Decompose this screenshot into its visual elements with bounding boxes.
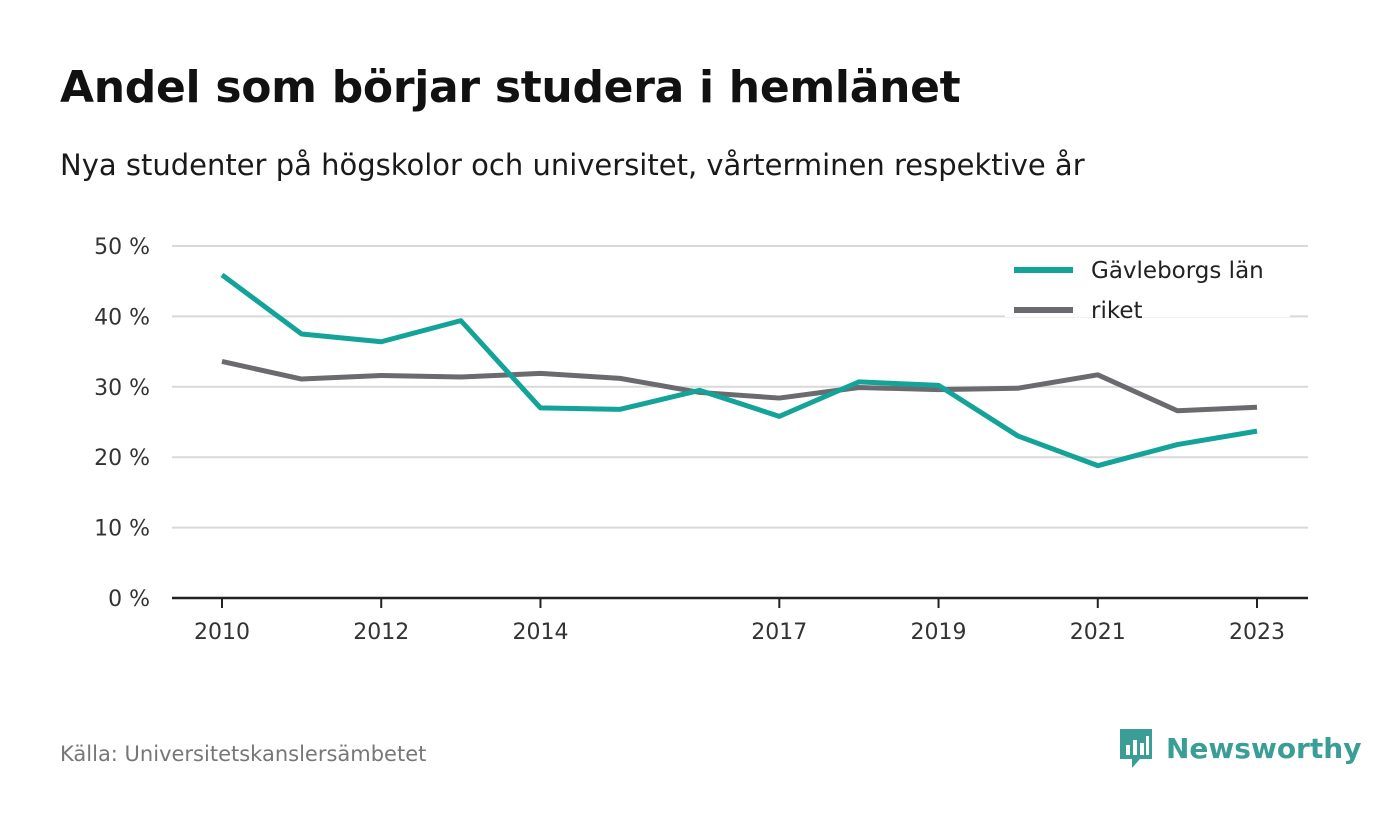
y-tick-label: 50 % (94, 235, 150, 260)
y-tick-label: 0 % (108, 587, 150, 612)
x-tick-label: 2017 (751, 620, 807, 645)
x-tick-label: 2019 (911, 620, 967, 645)
y-tick-label: 20 % (94, 446, 150, 471)
x-tick-label: 2010 (194, 620, 250, 645)
series-line-region (220, 272, 1258, 469)
newsworthy-logo-icon (1120, 729, 1152, 768)
brand-logo[interactable]: Newsworthy (1118, 727, 1361, 769)
y-tick-label: 30 % (94, 376, 150, 401)
brand-name: Newsworthy (1166, 731, 1362, 765)
x-tick-label: 2012 (353, 620, 409, 645)
source-note: Källa: Universitetskanslersämbetet (60, 742, 427, 766)
x-tick-label: 2014 (512, 620, 568, 645)
series-line-nation (221, 359, 1258, 414)
y-tick-label: 40 % (94, 305, 150, 330)
y-tick-label: 10 % (94, 517, 150, 542)
legend-label: Gävleborgs län (1091, 258, 1264, 284)
chart-title: Andel som börjar studera i hemlänet (60, 62, 961, 113)
legend-box (1005, 247, 1290, 317)
x-tick-label: 2021 (1070, 620, 1126, 645)
chart-subtitle: Nya studenter på högskolor och universit… (60, 148, 1085, 182)
x-tick-label: 2023 (1229, 620, 1285, 645)
legend-label: riket (1091, 298, 1143, 324)
